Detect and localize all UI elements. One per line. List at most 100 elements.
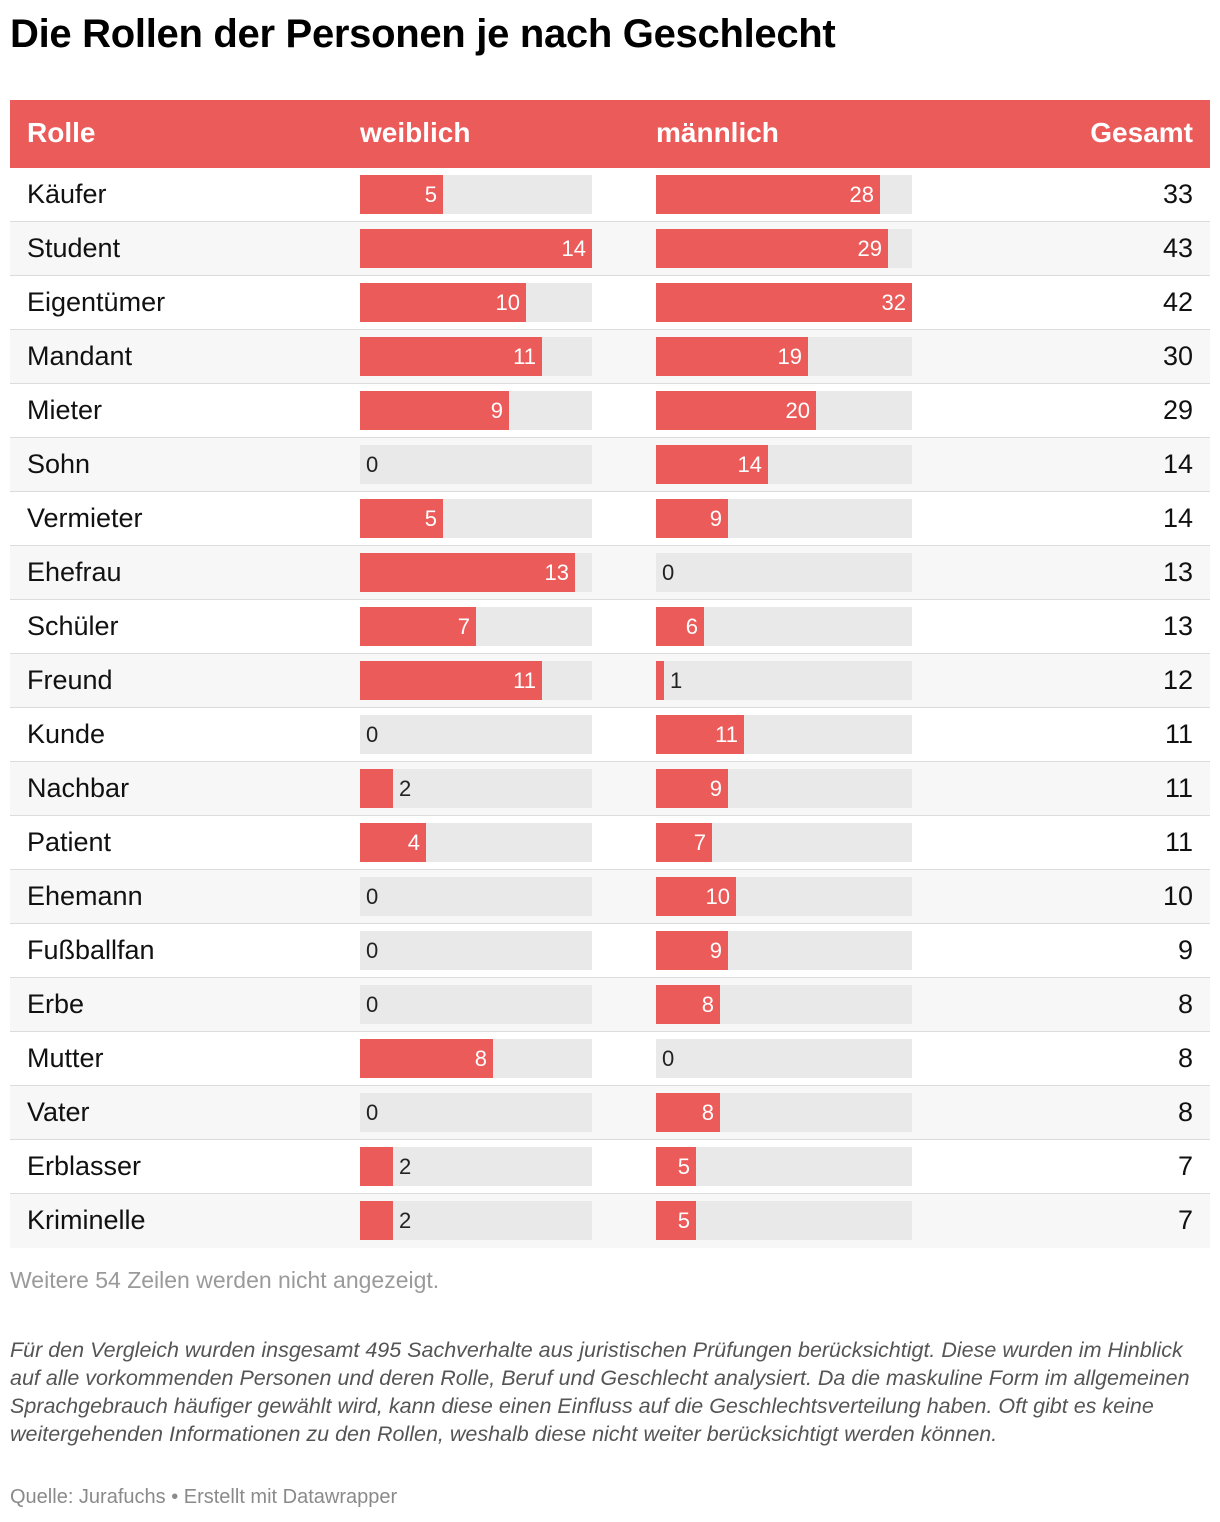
- male-bar-fill: [656, 283, 912, 322]
- female-bar-fill: [360, 1201, 393, 1240]
- female-bar: 2: [360, 1201, 592, 1240]
- male-value: 9: [709, 938, 722, 963]
- female-value: 11: [513, 344, 536, 369]
- female-value: 2: [399, 776, 412, 801]
- male-bar-fill: [656, 175, 880, 214]
- total-value: 30: [1162, 341, 1193, 371]
- column-header-total[interactable]: Gesamt: [1090, 117, 1193, 148]
- male-bar-fill: [656, 769, 728, 808]
- female-value: 11: [513, 668, 536, 693]
- role-label: Mutter: [27, 1043, 104, 1073]
- total-value: 10: [1162, 881, 1193, 911]
- male-bar: 6: [656, 607, 912, 646]
- female-bar-fill: [360, 661, 542, 700]
- female-value: 2: [399, 1154, 412, 1179]
- table-row[interactable]: Sohn 0 14 14: [10, 438, 1210, 492]
- male-bar: 9: [656, 931, 912, 970]
- male-bar: 5: [656, 1201, 912, 1240]
- female-value: 13: [544, 560, 569, 585]
- role-label: Fußballfan: [27, 935, 155, 965]
- total-value: 7: [1177, 1205, 1193, 1235]
- total-value: 14: [1162, 503, 1193, 533]
- female-value: 2: [399, 1208, 412, 1233]
- role-label: Student: [27, 233, 121, 263]
- female-bar-fill: [360, 823, 426, 862]
- male-bar-fill: [656, 715, 744, 754]
- female-value: 7: [457, 614, 470, 639]
- male-bar: 0: [656, 553, 912, 592]
- role-label: Patient: [27, 827, 112, 857]
- role-label: Erbe: [27, 989, 85, 1019]
- female-bar-fill: [360, 553, 575, 592]
- male-bar: 11: [656, 715, 912, 754]
- table-header: Rolle weiblich männlich Gesamt: [10, 100, 1210, 168]
- male-bar: 28: [656, 175, 912, 214]
- female-value: 0: [366, 452, 379, 477]
- male-value: 20: [785, 398, 810, 423]
- table-row[interactable]: Erbe 0 8 8: [10, 978, 1210, 1032]
- female-bar-fill: [360, 337, 542, 376]
- role-label: Mandant: [27, 341, 133, 371]
- male-value: 28: [849, 182, 874, 207]
- table-row[interactable]: Käufer 5 28 33: [10, 168, 1210, 222]
- table-row[interactable]: Schüler 7 6 13: [10, 600, 1210, 654]
- female-value: 9: [490, 398, 503, 423]
- female-value: 0: [366, 992, 379, 1017]
- female-bar: 0: [360, 877, 592, 916]
- table-row[interactable]: Mandant 11 19 30: [10, 330, 1210, 384]
- hidden-rows-note: Weitere 54 Zeilen werden nicht angezeigt…: [10, 1267, 440, 1293]
- female-bar: 0: [360, 445, 592, 484]
- female-bar: 11: [360, 661, 592, 700]
- table-row[interactable]: Eigentümer 10 32 42: [10, 276, 1210, 330]
- total-value: 13: [1162, 557, 1193, 587]
- male-bar-fill: [656, 931, 728, 970]
- column-header-female[interactable]: weiblich: [360, 117, 471, 148]
- male-bar: 19: [656, 337, 912, 376]
- male-value: 8: [701, 1100, 714, 1125]
- female-value: 4: [407, 830, 420, 855]
- table-row[interactable]: Kriminelle 2 5 7: [10, 1194, 1210, 1248]
- female-bar: 2: [360, 769, 592, 808]
- column-header-male[interactable]: männlich: [656, 117, 779, 148]
- female-bar: 13: [360, 553, 592, 592]
- table-row[interactable]: Mutter 8 0 8: [10, 1032, 1210, 1086]
- female-value: 10: [495, 290, 520, 315]
- role-label: Ehemann: [27, 881, 143, 911]
- female-bar-fill: [360, 1147, 393, 1186]
- male-bar: 0: [656, 1039, 912, 1078]
- female-bar: 14: [360, 229, 592, 268]
- role-label: Käufer: [27, 179, 107, 209]
- table-row[interactable]: Student 14 29 43: [10, 222, 1210, 276]
- table-row[interactable]: Vermieter 5 9 14: [10, 492, 1210, 546]
- male-bar: 10: [656, 877, 912, 916]
- column-header-role[interactable]: Rolle: [27, 117, 96, 148]
- male-bar: 5: [656, 1147, 912, 1186]
- role-label: Freund: [27, 665, 113, 695]
- table-row[interactable]: Patient 4 7 11: [10, 816, 1210, 870]
- table-row[interactable]: Kunde 0 11 11: [10, 708, 1210, 762]
- male-value: 0: [662, 560, 675, 585]
- total-value: 8: [1177, 1043, 1193, 1073]
- total-value: 43: [1162, 233, 1193, 263]
- table-row[interactable]: Freund 11 1 12: [10, 654, 1210, 708]
- male-value: 9: [709, 776, 722, 801]
- table-row[interactable]: Fußballfan 0 9 9: [10, 924, 1210, 978]
- chart-notes: Für den Vergleich wurden insgesamt 495 S…: [10, 1338, 1190, 1446]
- female-value: 8: [474, 1046, 487, 1071]
- table-row[interactable]: Vater 0 8 8: [10, 1086, 1210, 1140]
- table-row[interactable]: Erblasser 2 5 7: [10, 1140, 1210, 1194]
- female-bar: 10: [360, 283, 592, 322]
- female-bar-fill: [360, 175, 443, 214]
- table-row[interactable]: Nachbar 2 9 11: [10, 762, 1210, 816]
- table-row[interactable]: Mieter 9 20 29: [10, 384, 1210, 438]
- table-row[interactable]: Ehemann 0 10 10: [10, 870, 1210, 924]
- female-bar: 5: [360, 499, 592, 538]
- male-value: 9: [709, 506, 722, 531]
- data-table: Rolle weiblich männlich Gesamt Käufer 5 28…: [10, 100, 1210, 1248]
- male-bar: 9: [656, 499, 912, 538]
- female-bar: 4: [360, 823, 592, 862]
- male-bar: 8: [656, 1093, 912, 1132]
- male-bar-fill: [656, 1093, 720, 1132]
- table-row[interactable]: Ehefrau 13 0 13: [10, 546, 1210, 600]
- total-value: 33: [1162, 179, 1193, 209]
